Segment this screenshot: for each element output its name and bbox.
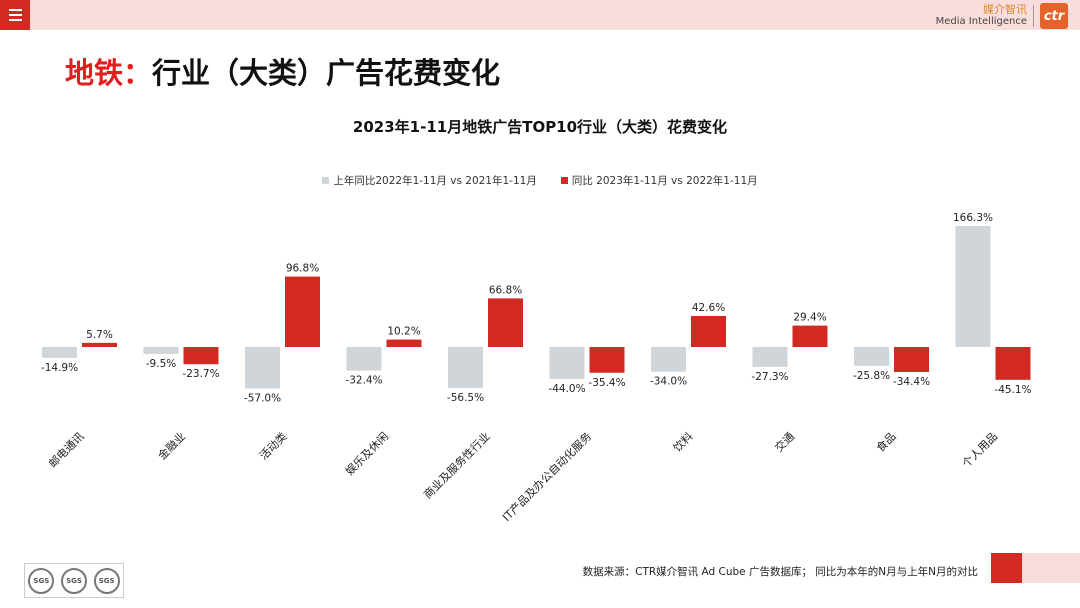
data-label: 5.7% xyxy=(86,329,113,341)
bar-prev-year xyxy=(245,347,280,389)
data-source-note: 数据来源：CTR媒介智讯 Ad Cube 广告数据库； 同比为本年的N月与上年N… xyxy=(582,566,978,578)
bar-current-year xyxy=(488,298,523,347)
bar-current-year xyxy=(386,339,422,347)
bar-prev-year xyxy=(448,347,483,389)
data-label: -27.3% xyxy=(751,371,788,383)
category-label: 金融业 xyxy=(155,429,188,462)
category-label: 食品 xyxy=(873,429,898,454)
data-label: -57.0% xyxy=(244,392,281,404)
page-title-accent: 地铁： xyxy=(65,56,153,90)
top-bar xyxy=(0,0,1080,30)
data-label: 29.4% xyxy=(793,312,826,324)
category-label: IT产品及办公自动化服务 xyxy=(499,429,594,524)
ctr-logo-icon: ctr xyxy=(1040,3,1068,29)
chart-legend: 上年同比2022年1-11月 vs 2021年1-11月 同比 2023年1-1… xyxy=(0,173,1080,188)
data-label: 96.8% xyxy=(286,263,319,275)
page-title: 地铁：行业（大类）广告花费变化 xyxy=(65,50,500,92)
bar-current-year xyxy=(589,347,625,373)
bar-current-year xyxy=(183,347,219,365)
data-label: -56.5% xyxy=(447,392,484,404)
sgs-seal-icon: SGS xyxy=(60,567,87,594)
bar-prev-year xyxy=(143,347,179,354)
bar-prev-year xyxy=(651,347,686,372)
data-label: -44.0% xyxy=(548,383,585,395)
bar-prev-year xyxy=(549,347,585,380)
category-label: 娱乐及休闲 xyxy=(342,429,391,478)
bar-current-year xyxy=(894,347,929,373)
sgs-seal-icon: SGS xyxy=(28,567,55,594)
legend-label-current-year: 同比 2023年1-11月 vs 2022年1-11月 xyxy=(571,175,758,187)
brand-name-cn: 媒介智讯 xyxy=(983,3,1027,16)
data-label: -35.4% xyxy=(588,377,625,389)
certification-seals: SGS SGS SGS xyxy=(24,563,124,598)
brand-name-en: Media Intelligence xyxy=(935,16,1027,27)
data-label: -34.0% xyxy=(650,376,687,388)
bar-chart: -14.9% 5.7% 邮电通讯 -9.5% -23.7% 金融业 -57.0% 96.8% 活… xyxy=(41,212,1032,524)
bar-current-year xyxy=(285,276,320,347)
legend-swatch-prev-year xyxy=(322,177,330,184)
data-label: -9.5% xyxy=(146,358,176,370)
brand-divider xyxy=(1033,5,1034,27)
data-label: 66.8% xyxy=(489,284,522,296)
hamburger-menu-icon[interactable] xyxy=(0,0,30,30)
bar-prev-year xyxy=(752,347,788,367)
chart-title: 2023年1-11月地铁广告TOP10行业（大类）花费变化 xyxy=(352,118,728,136)
category-label: 活动类 xyxy=(256,429,289,462)
brand-block: 媒介智讯 Media Intelligence ctr xyxy=(936,3,1068,29)
legend-item-current-year: 同比 2023年1-11月 vs 2022年1-11月 xyxy=(560,173,758,188)
data-label: -14.9% xyxy=(41,362,78,374)
footer-accent-pink xyxy=(1022,553,1080,583)
data-label: -23.7% xyxy=(182,368,219,380)
category-label: 商业及服务性行业 xyxy=(420,429,492,501)
data-label: -34.4% xyxy=(893,376,930,388)
category-label: 饮料 xyxy=(670,429,695,454)
category-label: 个人用品 xyxy=(960,430,1000,470)
bar-current-year xyxy=(691,316,726,347)
bar-current-year xyxy=(82,342,117,347)
data-label: 42.6% xyxy=(692,302,725,314)
data-label: -45.1% xyxy=(994,384,1031,396)
data-label: 10.2% xyxy=(387,326,420,338)
bar-prev-year xyxy=(346,347,382,371)
legend-item-prev-year: 上年同比2022年1-11月 vs 2021年1-11月 xyxy=(322,173,537,188)
page-title-main: 行业（大类）广告花费变化 xyxy=(152,56,501,90)
category-label: 邮电通讯 xyxy=(46,430,86,470)
bar-current-year xyxy=(792,325,828,347)
data-label: -25.8% xyxy=(853,370,890,382)
legend-label-prev-year: 上年同比2022年1-11月 vs 2021年1-11月 xyxy=(333,175,537,187)
bar-current-year xyxy=(995,347,1031,380)
bar-prev-year xyxy=(854,347,889,366)
bar-prev-year xyxy=(955,226,991,347)
data-label: 166.3% xyxy=(953,212,993,224)
category-label: 交通 xyxy=(772,429,797,454)
bar-prev-year xyxy=(42,347,77,358)
sgs-seal-icon: SGS xyxy=(93,567,120,594)
data-label: -32.4% xyxy=(345,375,382,387)
legend-swatch-current-year xyxy=(560,177,568,184)
footer-accent-red xyxy=(991,553,1022,583)
